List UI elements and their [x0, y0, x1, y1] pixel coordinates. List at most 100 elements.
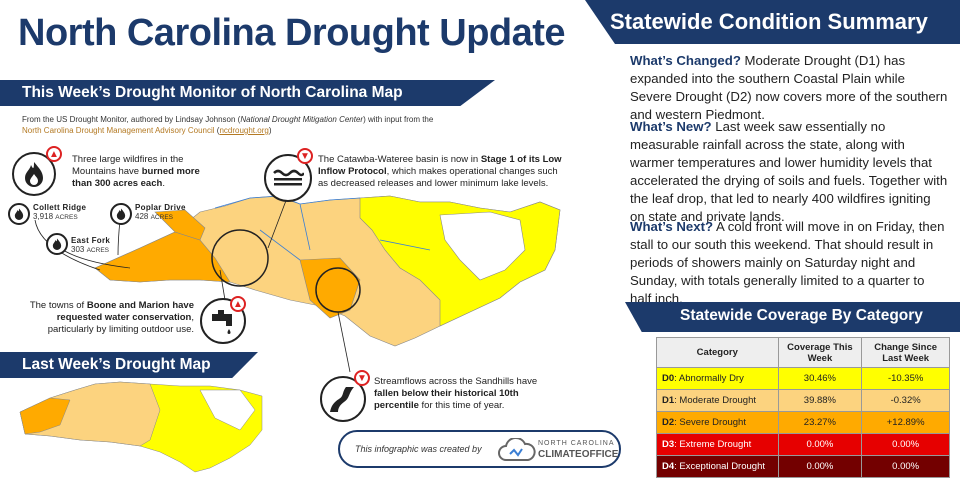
fire-unit: acres	[86, 247, 109, 254]
coverage-table: Category Coverage This Week Change Since…	[656, 337, 950, 478]
change-cell: 0.00%	[861, 433, 950, 456]
boone-post: , particularly by limiting outdoor use.	[47, 312, 194, 335]
this-week-map	[34, 189, 561, 373]
category-code: D2	[662, 417, 675, 428]
fire-unit: acres	[55, 214, 78, 221]
sandhills-leader	[337, 311, 351, 373]
column-header-category: Category	[656, 337, 779, 368]
author-credit: From the US Drought Monitor, authored by…	[22, 115, 434, 135]
last-d2-region	[19, 397, 71, 435]
poplar-leader	[117, 219, 121, 256]
fire-acres: 303	[71, 245, 85, 254]
category-label: : Abnormally Dry	[674, 373, 744, 384]
logo-main-text: CLIMATEOFFICE	[538, 449, 619, 460]
category-cell: D3: Extreme Drought	[656, 433, 779, 456]
last-week-map	[19, 381, 263, 473]
coverage-row: D2: Severe Drought 23.27% +12.89%	[656, 411, 950, 434]
council-link[interactable]: North Carolina Drought Management Adviso…	[22, 126, 215, 135]
fire-label-collett: Collett Ridge 3,918 acres	[33, 203, 86, 221]
category-label: : Exceptional Drought	[674, 461, 765, 472]
credit-box	[338, 430, 621, 468]
fire-icon	[8, 203, 30, 225]
changed-text: Moderate Drought (D1) has expanded into …	[630, 53, 948, 122]
wildfire-pre: Three large wildfires in the Mountains h…	[72, 154, 184, 177]
category-label: : Moderate Drought	[674, 395, 757, 406]
this-week-title: This Week’s Drought Monitor of North Car…	[22, 84, 403, 101]
category-code: D1	[662, 395, 675, 406]
logo-small-text: NORTH CAROLINA	[538, 440, 615, 447]
page-title: North Carolina Drought Update	[18, 12, 566, 54]
fire-name: Collett Ridge	[33, 203, 87, 212]
change-cell: -0.32%	[861, 389, 950, 412]
last-none-region	[199, 389, 256, 431]
category-code: D4	[662, 461, 675, 472]
new-text: Last week saw essentially no measurable …	[630, 119, 948, 224]
wildfire-post: .	[162, 178, 165, 189]
fire-label-eastfork: East Fork 303 acres	[71, 236, 110, 254]
category-cell: D1: Moderate Drought	[656, 389, 779, 412]
coverage-cell: 39.88%	[777, 389, 863, 412]
arrow-down-icon: ▼	[297, 148, 313, 164]
drought-maps	[19, 189, 561, 473]
category-code: D0	[662, 373, 675, 384]
column-header-change: Change Since Last Week	[861, 337, 950, 368]
boone-leader	[219, 269, 226, 301]
fire-acres: 3,918	[33, 212, 54, 221]
changed-paragraph: What’s Changed? Moderate Drought (D1) ha…	[630, 52, 948, 124]
fire-label-poplar: Poplar Drive 428 acres	[135, 203, 186, 221]
map-d2-north	[154, 209, 206, 241]
category-label: : Extreme Drought	[674, 439, 752, 450]
category-label: : Severe Drought	[674, 417, 746, 428]
coverage-row: D0: Abnormally Dry 30.46% -10.35%	[656, 367, 950, 390]
author-pre: From the US Drought Monitor, authored by…	[22, 115, 241, 124]
change-cell: -10.35%	[861, 367, 950, 390]
author-mid: ) with input from the	[363, 115, 434, 124]
fire-acres: 428	[135, 212, 149, 221]
coverage-header-bar	[625, 302, 960, 332]
coverage-row: D4: Exceptional Drought 0.00% 0.00%	[656, 455, 950, 478]
fire-icon	[110, 203, 132, 225]
arrow-up-icon: ▲	[46, 146, 62, 162]
coverage-cell: 30.46%	[777, 367, 863, 390]
changed-lead: What’s Changed?	[630, 53, 741, 68]
wildfire-bold: burned more than 300 acres each	[72, 166, 200, 189]
category-cell: D0: Abnormally Dry	[656, 367, 779, 390]
map-d2-sandhills	[299, 257, 361, 319]
coverage-title: Statewide Coverage By Category	[680, 307, 923, 324]
category-cell: D4: Exceptional Drought	[656, 455, 779, 478]
stream-pre: Streamflows across the Sandhills have	[374, 376, 538, 387]
author-org: National Drought Mitigation Center	[240, 115, 364, 124]
last-week-header-bar	[0, 352, 258, 378]
catawba-post: , which makes operational changes such a…	[318, 166, 558, 189]
summary-title: Statewide Condition Summary	[610, 9, 928, 34]
category-code: D3	[662, 439, 675, 450]
stream-bold: fallen below their historical 10th perce…	[374, 388, 519, 411]
map-d2-west	[94, 231, 231, 283]
last-d1-region	[19, 381, 161, 447]
fire-name: Poplar Drive	[135, 203, 186, 212]
fire-icon	[46, 233, 68, 255]
map-none-region	[439, 211, 526, 281]
catawba-bold: Stage 1 of its Low Inflow Protocol	[318, 154, 562, 177]
coverage-row: D1: Moderate Drought 39.88% -0.32%	[656, 389, 950, 412]
catawba-note: The Catawba-Wateree basin is now in Stag…	[318, 154, 568, 190]
fire-unit: acres	[150, 214, 173, 221]
coverage-table-header-row: Category Coverage This Week Change Since…	[656, 337, 950, 368]
cloud-logo-icon	[498, 436, 536, 467]
boone-bold: Boone and Marion have requested water co…	[56, 300, 194, 323]
next-paragraph: What’s Next? A cold front will move in o…	[630, 218, 948, 308]
coverage-cell: 0.00%	[777, 455, 863, 478]
stream-post: for this time of year.	[418, 400, 505, 411]
arrow-down-icon: ▼	[354, 370, 370, 386]
last-week-title: Last Week’s Drought Map	[22, 356, 211, 373]
coverage-row: D3: Extreme Drought 0.00% 0.00%	[656, 433, 950, 456]
this-week-header-bar	[0, 80, 495, 106]
catawba-pre: The Catawba-Wateree basin is now in	[318, 154, 481, 165]
summary-header-bar	[585, 0, 960, 44]
ncdrought-link[interactable]: ncdrought.org	[219, 126, 269, 135]
column-header-coverage: Coverage This Week	[777, 337, 863, 368]
change-cell: 0.00%	[861, 455, 950, 478]
boone-pre: The towns of	[29, 300, 87, 311]
arrow-up-icon: ▲	[230, 296, 246, 312]
next-lead: What’s Next?	[630, 219, 714, 234]
